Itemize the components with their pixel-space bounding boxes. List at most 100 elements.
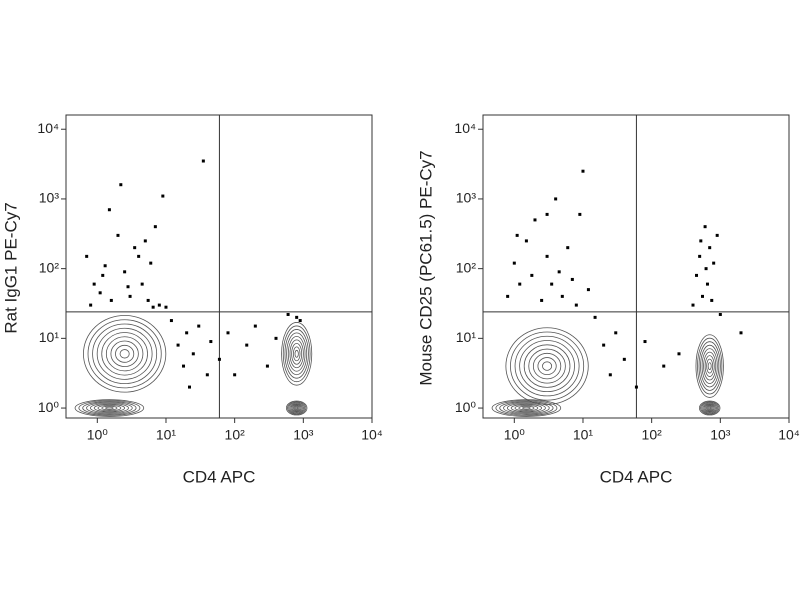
contour [292,405,301,411]
y-tick-label: 10¹ [456,329,477,345]
contour [491,399,562,417]
contour [287,401,307,415]
event-dot [92,282,96,286]
event-dot [109,298,113,302]
x-tick-label: 10⁴ [778,427,800,443]
contour [700,344,720,388]
event-dot [164,305,168,309]
event-dot [545,254,549,258]
contour [292,346,301,362]
contour [119,349,130,359]
event-dot [560,294,564,298]
x-axis-label: CD4 APC [600,467,673,486]
contour [506,403,546,414]
contour [704,355,715,377]
event-dot [191,352,195,356]
event-dot [107,208,111,212]
contour [706,358,714,374]
y-tick-label: 10⁰ [455,399,477,415]
event-dot [153,225,157,229]
event-dot [710,298,714,302]
y-tick-label: 10⁴ [454,120,476,136]
event-dot [574,303,578,307]
event-dot [608,373,612,377]
contour [294,349,299,358]
contour [284,329,309,379]
event-dot [133,246,137,250]
contour [542,361,553,371]
event-dot [169,319,173,323]
event-dot [226,331,230,335]
y-tick-label: 10⁰ [38,399,60,415]
y-axis-label: Mouse CD25 (PC61.5) PE-Cy7 [416,150,435,385]
contour [499,401,554,415]
event-dot [85,254,89,258]
x-axis-label: CD4 APC [183,467,256,486]
event-dot [578,212,582,216]
contour [537,357,557,376]
x-tick-label: 10³ [710,427,731,443]
contour [105,336,144,372]
contour [105,406,114,410]
event-dot [570,277,574,281]
contour [287,335,306,372]
event-dot [185,331,189,335]
contour [110,340,139,367]
event-dot [634,385,638,389]
event-dot [101,273,105,277]
contour [700,401,720,415]
contour [285,400,308,416]
contour [704,404,715,412]
event-dot [201,159,205,163]
event-dot [512,261,516,265]
event-dot [524,239,528,243]
x-tick-label: 10² [642,427,663,443]
contour [74,399,145,417]
contour [522,406,531,410]
event-dot [217,357,221,361]
event-dot [602,343,606,347]
contour [707,406,713,411]
contour [505,327,589,405]
event-dot [677,352,681,356]
event-dot [699,239,703,243]
event-dot [187,385,191,389]
event-dot [691,303,695,307]
event-dot [151,305,155,309]
event-dot [533,218,537,222]
event-dot [209,340,213,344]
y-tick-label: 10³ [39,190,60,206]
y-tick-label: 10² [39,259,60,275]
contour [82,401,137,415]
x-tick-label: 10¹ [156,427,177,443]
contour [703,403,716,413]
event-dot [265,364,269,368]
contour [705,405,714,411]
contour [101,405,118,411]
event-dot [298,319,302,323]
event-dot [550,282,554,286]
contour [78,400,141,416]
event-dot [506,294,510,298]
contour [695,334,724,398]
event-dot [286,312,290,316]
x-tick-label: 10³ [293,427,314,443]
y-axis-label: Rat IgG1 PE-Cy7 [1,202,20,333]
event-dot [662,364,666,368]
contour [93,403,126,413]
x-tick-label: 10⁴ [361,427,383,443]
event-dot [540,298,544,302]
contour [115,344,135,363]
contour [288,402,306,414]
event-dot [146,298,150,302]
event-dot [622,357,626,361]
event-dot [89,303,93,307]
event-dot [103,264,107,268]
contour [503,402,550,415]
event-dot [557,270,561,274]
contour [698,400,721,416]
event-dot [182,364,186,368]
event-dot [137,254,141,258]
contour [510,403,543,413]
